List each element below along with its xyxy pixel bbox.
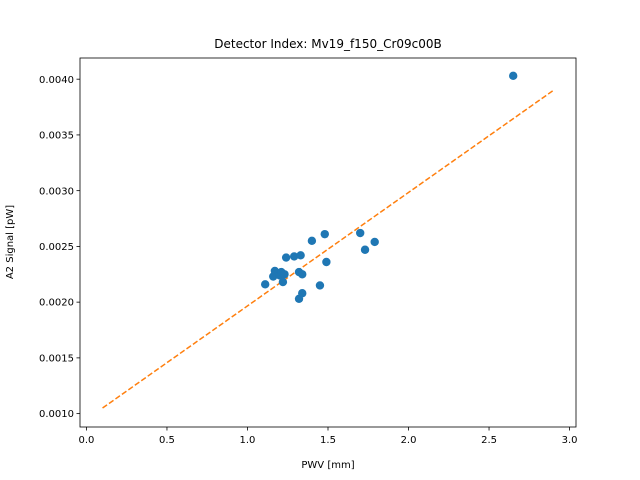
y-tick-label: 0.0010 [39, 409, 74, 420]
data-point [298, 270, 307, 279]
data-point [315, 281, 325, 290]
chart-title: Detector Index: Mv19_f150_Cr09c00B [214, 37, 442, 51]
fit-line [102, 89, 554, 409]
data-point [356, 228, 365, 238]
y-tick-label: 0.0030 [39, 186, 74, 197]
x-tick-label: 1.5 [320, 435, 336, 446]
y-tick-label: 0.0025 [39, 242, 74, 253]
data-point [360, 245, 370, 254]
x-axis-ticks: 0.0 0.5 1.0 1.5 2.0 2.5 3.0 [78, 427, 578, 446]
plot-area-frame [79, 57, 577, 428]
x-tick-label: 2.5 [481, 435, 497, 446]
data-point [508, 71, 518, 81]
y-axis-label: A2 Signal [pW] [5, 205, 16, 279]
data-point [307, 236, 317, 246]
y-axis-ticks: 0.0010 0.0015 0.0020 0.0025 0.0030 0.0035 0.00… [39, 75, 80, 420]
y-tick-label: 0.0020 [39, 298, 74, 309]
x-tick-label: 0.5 [159, 435, 175, 446]
data-point [320, 229, 329, 239]
data-point [260, 280, 270, 289]
data-point [280, 270, 289, 279]
x-tick-label: 3.0 [562, 435, 578, 446]
data-point [281, 253, 291, 262]
data-point [298, 289, 307, 298]
x-tick-label: 0.0 [78, 435, 94, 446]
x-tick-label: 1.0 [240, 435, 256, 446]
data-point [296, 251, 305, 260]
data-point [370, 237, 379, 247]
x-axis-label: PWV [mm] [301, 460, 354, 471]
y-tick-label: 0.0035 [39, 131, 74, 142]
plot-marks [102, 71, 554, 409]
data-point [278, 277, 288, 287]
data-point [289, 252, 299, 261]
data-point [322, 257, 331, 267]
y-tick-label: 0.0015 [39, 353, 74, 364]
y-tick-label: 0.0040 [39, 75, 74, 86]
x-tick-label: 2.0 [401, 435, 417, 446]
